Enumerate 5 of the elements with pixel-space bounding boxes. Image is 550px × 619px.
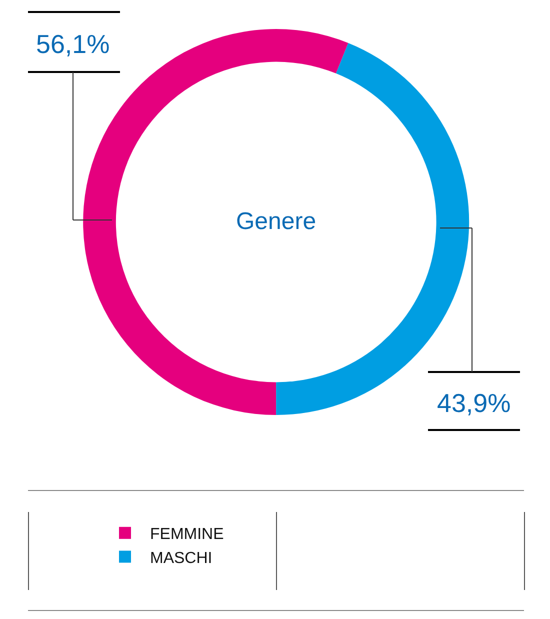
legend-label: MASCHI bbox=[150, 550, 212, 567]
legend-label: FEMMINE bbox=[150, 526, 224, 544]
data-label: 43,9% bbox=[437, 388, 511, 418]
data-label: 56,1% bbox=[36, 29, 110, 59]
text: Genere bbox=[236, 208, 316, 235]
